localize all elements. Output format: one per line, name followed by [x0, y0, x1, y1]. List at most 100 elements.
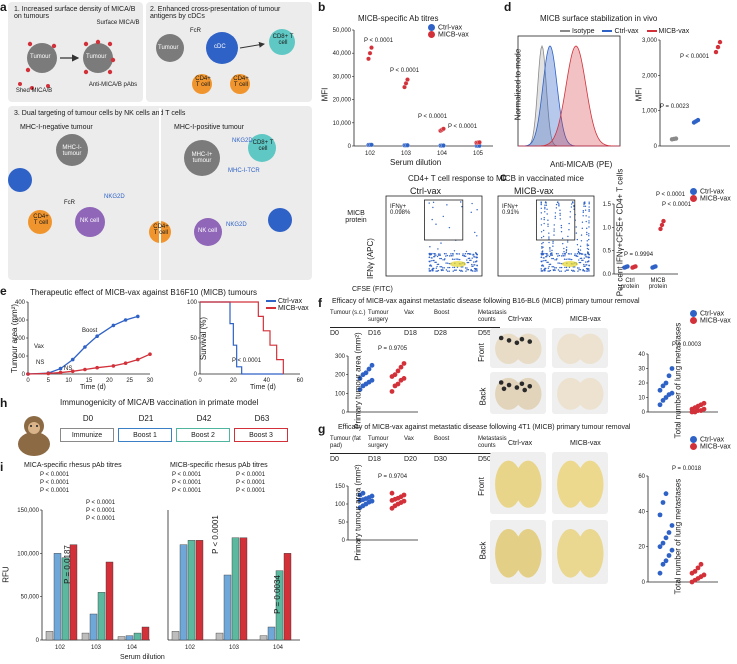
- legend-micb: MICB-vax: [438, 31, 469, 39]
- flow-event: [567, 235, 569, 238]
- lung-f-ctrl-front-metastasis: [519, 336, 525, 342]
- flow-event: [465, 250, 468, 253]
- flow-event: [467, 269, 470, 271]
- flow-event: [567, 241, 569, 243]
- panel-i-ylabel: RFU: [1, 566, 11, 583]
- flow-event: [588, 235, 590, 237]
- data-point: [369, 45, 374, 50]
- flow-event: [567, 269, 569, 271]
- data-point: [389, 490, 395, 496]
- flow-event: [584, 265, 586, 267]
- flow-event: [458, 269, 461, 272]
- timeline-day: D16: [368, 330, 381, 337]
- flow-event: [557, 255, 559, 257]
- flow-event: [550, 253, 552, 255]
- flow-event: [552, 240, 554, 243]
- x-tick-label: 20: [106, 378, 113, 384]
- y-tick-label: 100,000: [17, 551, 39, 557]
- flow-event: [430, 265, 433, 267]
- bar: [45, 631, 54, 641]
- legend-ctrl-f: Ctrl-vax: [700, 310, 725, 318]
- flow-event: [548, 238, 550, 240]
- flow-event: [547, 261, 549, 264]
- flow-event: [565, 269, 568, 271]
- y-tick-label: 50,000: [333, 28, 352, 34]
- cd4-cell-2: [230, 74, 250, 94]
- flow-event: [468, 253, 471, 255]
- flow-event: [433, 252, 435, 255]
- data-point: [660, 398, 666, 403]
- data-point: [692, 569, 698, 574]
- flow-event: [470, 259, 472, 262]
- flow-event: [453, 258, 455, 261]
- panel-g-micb: MICB-vax: [570, 440, 601, 447]
- data-point: [395, 368, 401, 374]
- flow-event: [549, 250, 551, 252]
- timeline-label: Metastasis counts: [478, 310, 507, 323]
- panel-b-p4: P < 0.0001: [448, 124, 478, 130]
- data-point: [657, 387, 663, 393]
- data-point: [369, 362, 375, 368]
- flow-event: [576, 238, 578, 241]
- y-tick-label: 0: [22, 372, 26, 378]
- legend-micb-c: MICB-vax: [700, 195, 731, 203]
- x-tick-label: 0: [26, 378, 30, 384]
- flow-event: [542, 265, 545, 267]
- legend-line-iso: [560, 30, 570, 33]
- panel-f-p-primary: P = 0.9705: [378, 346, 408, 352]
- flow-event: [460, 201, 462, 203]
- flow-event: [560, 231, 563, 233]
- flow-event: [442, 269, 444, 272]
- data-point: [369, 377, 375, 383]
- panel-g-p-met: P = 0.0018: [672, 466, 702, 472]
- flow-event: [561, 237, 564, 240]
- flow-event: [542, 229, 545, 232]
- schematic-art: [8, 29, 295, 280]
- panel-g-title: Efficacy of MICB-vax against metastatic …: [338, 424, 631, 431]
- y-tick-label: 50,000: [21, 595, 40, 601]
- y-tick-label: 1.5: [603, 202, 612, 208]
- cd8-cell: [269, 29, 295, 55]
- timeline-h-day: D42: [196, 414, 212, 423]
- flow-event: [473, 261, 475, 263]
- timeline-label: Metastasis counts: [478, 436, 507, 449]
- flow-event: [552, 257, 554, 260]
- flow-event: [557, 253, 559, 255]
- flow-event: [565, 266, 568, 269]
- lung-f-micb-front-left-lobe: [557, 333, 584, 364]
- legend-line-micb: [646, 30, 657, 33]
- panel-g-ylabel: Primary tumour area (mm²): [353, 464, 363, 561]
- x-tick-label: 103: [91, 645, 102, 651]
- tumour-cell-1: [27, 43, 57, 73]
- flow-event: [569, 258, 571, 260]
- panel-c-cat1: Ctrl protein: [620, 278, 640, 290]
- flow-event: [452, 255, 454, 257]
- bar: [133, 632, 142, 641]
- flow-event: [457, 253, 459, 255]
- bar: [187, 540, 196, 641]
- flow-event: [546, 208, 548, 210]
- x-tick-label: 25: [126, 378, 133, 384]
- lung-g-micb-front-right-lobe: [576, 460, 604, 508]
- flow-event: [579, 257, 582, 260]
- data-point: [369, 493, 375, 499]
- flow-event: [588, 226, 590, 228]
- flow-event: [585, 215, 587, 217]
- x-tick-label: 40: [263, 378, 270, 384]
- timeline-day: D0: [330, 456, 339, 463]
- data-point: [657, 402, 663, 408]
- flow-event: [544, 204, 546, 206]
- x-tick-label: 102: [55, 645, 66, 651]
- panel-d-label: d: [504, 0, 512, 14]
- flow-event: [439, 266, 441, 268]
- flow-event: [562, 253, 564, 255]
- cd4-label-2: CD4+ T cell: [233, 76, 249, 88]
- flow-event: [540, 203, 542, 206]
- flow-event: [460, 270, 462, 272]
- legend-ctrl: Ctrl-vax: [438, 24, 463, 32]
- flow-event: [546, 213, 548, 215]
- data-point: [669, 390, 675, 396]
- y-tick-label: 0: [654, 144, 658, 150]
- panel-e-vax: Vax: [34, 344, 44, 350]
- panel-f-legend: Ctrl-vax MICB-vax: [690, 310, 731, 325]
